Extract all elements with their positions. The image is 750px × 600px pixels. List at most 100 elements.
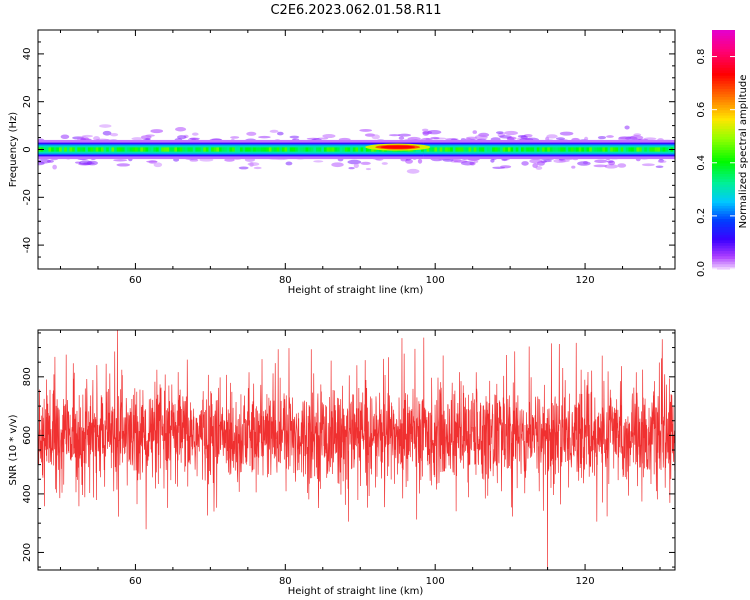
colorbar-cell	[712, 253, 735, 257]
band-core-cell	[662, 147, 666, 152]
band-core-cell	[166, 147, 170, 152]
heatmap-cell	[277, 131, 284, 136]
band-core-cell	[636, 147, 640, 152]
heatmap-cell	[490, 158, 495, 163]
heatmap-cell	[189, 137, 200, 140]
heatmap-cell	[597, 135, 607, 140]
heatmap-cell	[131, 137, 144, 141]
snr-xtick-label: 120	[576, 576, 595, 587]
band-core-cell	[100, 147, 105, 152]
colorbar-cell	[712, 149, 735, 153]
heatmap-cell	[102, 130, 112, 136]
band-core-cell	[279, 147, 283, 152]
band-core-cell	[502, 147, 506, 152]
band-core-cell	[329, 147, 333, 152]
band-core-cell	[208, 147, 212, 152]
heatmap-cell	[113, 159, 128, 162]
heatmap-cell	[641, 163, 655, 167]
band-core-cell	[127, 147, 131, 152]
colorbar-cell	[712, 64, 735, 68]
band-core-cell	[350, 147, 354, 152]
band-core-cell	[124, 147, 128, 152]
band-core-cell	[500, 147, 504, 152]
heatmap-cell	[347, 159, 362, 165]
heatmap-cell	[496, 131, 504, 135]
heatmap-cell	[60, 134, 70, 139]
band-core-cell	[458, 147, 462, 152]
band-core-cell	[497, 147, 501, 152]
heatmap-cell	[421, 128, 429, 132]
heatmap-cell	[189, 159, 199, 162]
band-core-cell	[363, 147, 367, 152]
colorbar-cell	[712, 80, 735, 84]
band-core-cell	[187, 147, 191, 152]
colorbar-cell	[712, 242, 735, 246]
heatmap-cell	[543, 159, 553, 163]
band-core-cell	[106, 147, 110, 152]
band-core-cell	[510, 147, 514, 152]
band-core-cell	[292, 147, 296, 152]
colorbar-cell	[712, 165, 735, 169]
band-core-cell	[618, 147, 622, 152]
heatmap-cell	[388, 134, 401, 137]
colorbar-cell	[712, 45, 735, 50]
snr-series-line	[38, 330, 675, 570]
colorbar-cell	[712, 138, 735, 143]
band-core-cell	[641, 147, 645, 152]
band-core-cell	[284, 147, 288, 152]
colorbar-cell	[712, 223, 735, 228]
band-core-cell	[213, 147, 217, 152]
band-core-cell	[211, 147, 215, 152]
heatmap-cell	[472, 130, 478, 134]
band-core-cell	[326, 147, 330, 152]
colorbar-tick-label: 0.6	[696, 102, 707, 118]
band-core-cell	[665, 147, 669, 152]
band-core-cell	[352, 147, 356, 152]
heatmap-cell	[529, 158, 543, 164]
band-core-cell	[426, 147, 430, 152]
colorbar-cell	[712, 85, 735, 90]
heatmap-cell	[313, 160, 324, 163]
colorbar-cell	[712, 263, 735, 267]
heatmap-cell	[177, 135, 187, 140]
band-core-cell	[476, 147, 480, 152]
colorbar-cell	[712, 48, 735, 52]
heatmap-ytick-label: -40	[22, 237, 33, 253]
band-core-cell	[150, 147, 154, 152]
band-core-cell	[355, 147, 359, 152]
colorbar-cell	[712, 157, 735, 161]
colorbar-cell	[712, 117, 735, 121]
colorbar-cell	[712, 107, 735, 111]
band-core-cell	[657, 147, 661, 152]
colorbar-cell	[712, 173, 735, 177]
band-core-cell	[161, 147, 165, 152]
heatmap-cell	[331, 162, 344, 168]
band-core-cell	[192, 147, 196, 152]
band-core-cell	[347, 147, 351, 152]
band-core-cell	[612, 147, 616, 152]
band-core-cell	[460, 147, 464, 152]
band-core-cell	[628, 147, 632, 152]
colorbar-cell	[712, 91, 735, 95]
colorbar-cell	[712, 261, 735, 265]
colorbar-tick-label: 0.0	[696, 261, 707, 277]
band-core-cell	[281, 147, 286, 152]
colorbar-cell	[712, 72, 735, 76]
colorbar-cell	[712, 258, 735, 262]
peak-core	[380, 145, 416, 149]
band-core-cell	[589, 147, 593, 152]
band-core-cell	[578, 147, 582, 152]
band-core-cell	[308, 147, 312, 152]
colorbar-cell	[712, 35, 735, 39]
colorbar-tick-label: 0.4	[696, 155, 707, 171]
band-core-cell	[318, 147, 322, 152]
colorbar-cell	[712, 234, 735, 238]
heatmap-cell	[577, 161, 591, 166]
colorbar-cell	[712, 83, 735, 87]
colorbar-cell	[712, 247, 735, 252]
band-core-cell	[494, 147, 498, 152]
band-core-cell	[649, 147, 653, 152]
band-core-cell	[43, 147, 47, 152]
colorbar-cell	[712, 51, 735, 55]
band-core-cell	[263, 147, 267, 152]
